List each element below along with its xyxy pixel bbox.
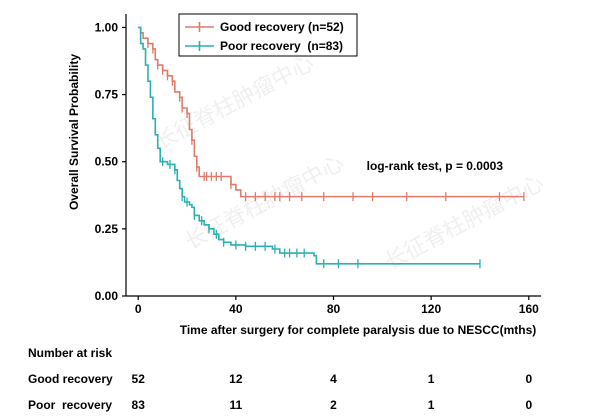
y-tick-label: 0.50 bbox=[95, 155, 119, 169]
risk-count: 1 bbox=[428, 372, 435, 386]
y-tick-label: 0.75 bbox=[95, 88, 119, 102]
risk-count: 11 bbox=[230, 398, 243, 412]
watermark-text: 长征脊柱肿瘤中心 bbox=[381, 171, 548, 276]
risk-count: 12 bbox=[229, 372, 243, 386]
risk-count: 83 bbox=[132, 398, 146, 412]
risk-row-label-good: Good recovery bbox=[28, 372, 113, 386]
risk-count: 52 bbox=[132, 372, 146, 386]
risk-count: 2 bbox=[330, 398, 337, 412]
legend-label-good: Good recovery (n=52) bbox=[220, 20, 344, 34]
risk-row-label-poor: Poor recovery bbox=[28, 398, 112, 412]
risk-count: 0 bbox=[525, 398, 532, 412]
series-layer bbox=[138, 26, 525, 269]
legend: Good recovery (n=52) Poor recovery (n=83… bbox=[178, 13, 358, 57]
x-tick-label: 40 bbox=[229, 302, 243, 316]
y-tick-label: 1.00 bbox=[95, 20, 119, 34]
legend-label-poor: Poor recovery (n=83) bbox=[220, 39, 343, 53]
risk-table-title: Number at risk bbox=[28, 346, 112, 360]
risk-table: Number at risk Good recovery Poor recove… bbox=[28, 346, 532, 412]
y-tick-label: 0.25 bbox=[95, 222, 119, 236]
watermark-text: 长征脊柱肿瘤中心 bbox=[151, 51, 318, 156]
risk-count: 4 bbox=[330, 372, 337, 386]
risk-count: 0 bbox=[525, 372, 532, 386]
logrank-annotation: log-rank test, p = 0.0003 bbox=[367, 159, 504, 173]
x-axis-title: Time after surgery for complete paralysi… bbox=[180, 323, 537, 337]
watermark-text: 长征脊柱肿瘤中心 bbox=[181, 151, 348, 256]
x-tick-label: 80 bbox=[327, 302, 341, 316]
y-axis-title: Overall Survival Probability bbox=[67, 54, 81, 210]
x-tick-label: 120 bbox=[421, 302, 441, 316]
x-tick-label: 160 bbox=[519, 302, 539, 316]
risk-count: 1 bbox=[428, 398, 435, 412]
axes: 0.00 0.25 0.50 0.75 1.00 0 40 80 120 160 bbox=[95, 14, 541, 316]
risk-values: 52 12 4 1 0 83 11 2 1 0 bbox=[132, 372, 533, 412]
x-tick-label: 0 bbox=[135, 302, 142, 316]
y-tick-label: 0.00 bbox=[95, 289, 119, 303]
legend-box bbox=[178, 13, 358, 57]
